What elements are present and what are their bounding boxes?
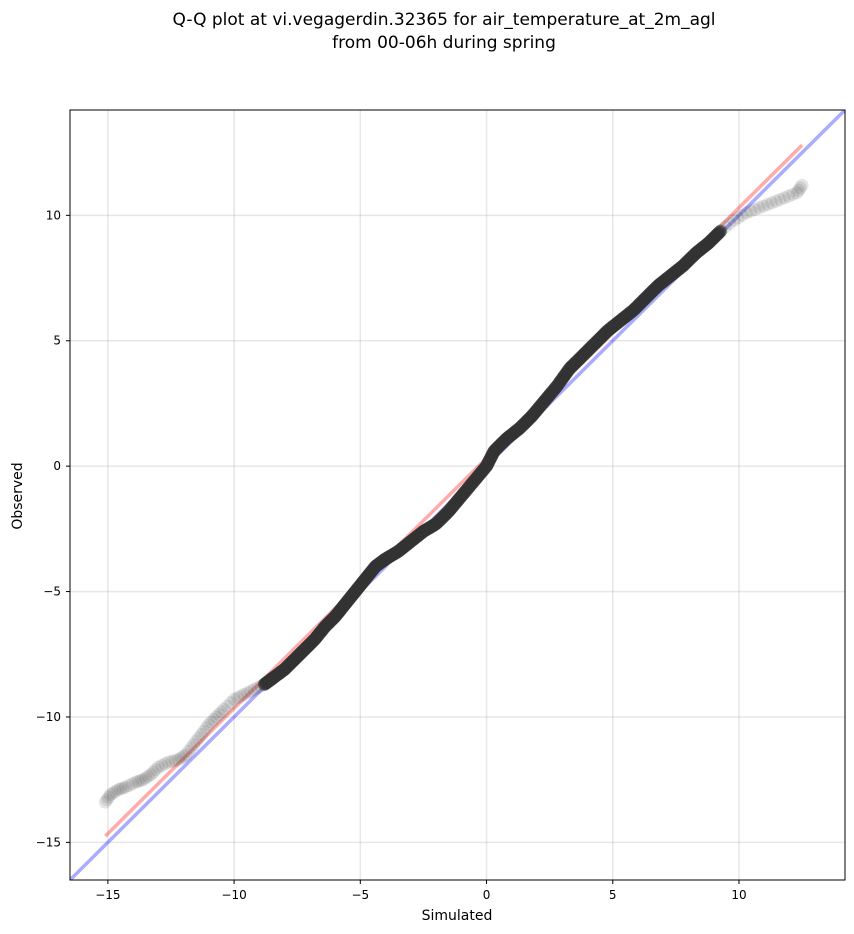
quantile-point xyxy=(204,715,218,729)
quantile-point xyxy=(151,760,165,774)
quantile-point xyxy=(744,204,758,218)
quantile-point xyxy=(136,773,150,787)
quantile-point xyxy=(202,718,216,731)
quantile-point xyxy=(98,795,112,809)
quantile-point xyxy=(155,759,169,772)
quantile-point xyxy=(197,724,211,738)
quantile-point xyxy=(773,193,787,206)
quantile-point xyxy=(231,691,244,705)
quantile-point xyxy=(103,788,117,802)
quantile-point xyxy=(111,783,125,797)
quantile-point xyxy=(119,780,132,794)
quantile-point xyxy=(782,189,796,203)
quantile-point xyxy=(756,199,770,213)
y-tick-label: −15 xyxy=(36,835,61,849)
quantile-point xyxy=(786,187,800,201)
quantile-point xyxy=(212,708,226,721)
quantile-point xyxy=(102,790,116,804)
quantile-point xyxy=(134,774,148,787)
quantile-point xyxy=(769,194,783,208)
quantile-point xyxy=(122,779,136,792)
quantile-point xyxy=(209,710,223,724)
quantile-point xyxy=(795,178,809,192)
quantile-point xyxy=(168,753,182,767)
quantile-point xyxy=(777,191,791,205)
y-tick-label: 5 xyxy=(53,334,61,348)
x-tick-label: 0 xyxy=(483,888,491,902)
quantile-point xyxy=(727,213,741,227)
quantile-point xyxy=(139,771,153,785)
quantile-point xyxy=(177,749,191,763)
quantile-point xyxy=(731,211,745,225)
quantile-point xyxy=(192,731,206,745)
quantile-point xyxy=(172,753,186,767)
axis-ticks: −15 −10 −5 0 5 10 −15 −10 −5 0 5 10 xyxy=(36,208,747,902)
quantile-point xyxy=(793,181,807,195)
y-tick-label: −5 xyxy=(43,585,61,599)
quantile-point xyxy=(220,699,234,713)
quantile-point xyxy=(141,769,155,783)
quantile-point xyxy=(146,765,160,779)
quantile-point xyxy=(224,696,238,710)
quantile-point xyxy=(125,777,139,791)
quantile-point xyxy=(114,782,127,796)
plot-area-frame xyxy=(69,109,846,881)
quantile-point xyxy=(158,757,172,771)
quantile-point xyxy=(241,686,255,700)
quantile-point xyxy=(108,784,122,798)
x-tick-label: 10 xyxy=(731,888,746,902)
gridlines xyxy=(70,110,845,880)
quantile-point xyxy=(184,741,198,755)
quantile-point xyxy=(165,754,179,768)
x-tick-label: 5 xyxy=(609,888,617,902)
quantile-point xyxy=(765,196,779,210)
y-tick-label: 10 xyxy=(46,208,61,222)
quantile-point xyxy=(234,689,248,703)
quantile-point xyxy=(719,220,732,234)
quantile-point xyxy=(723,217,737,231)
x-tick-label: −15 xyxy=(95,888,120,902)
quantile-point xyxy=(179,748,193,762)
quantile-point xyxy=(174,751,188,765)
quantile-point xyxy=(752,201,766,215)
quantile-point xyxy=(106,786,120,800)
quantile-point xyxy=(199,721,213,735)
quantile-point xyxy=(792,183,806,197)
quantile-point xyxy=(244,684,258,698)
quantile-point xyxy=(187,738,201,752)
quantile-point xyxy=(215,705,228,719)
quantile-point xyxy=(714,223,728,237)
quantile-point xyxy=(237,687,251,701)
quantile-point xyxy=(100,793,114,807)
chart-title-line1: Q-Q plot at vi.vegagerdin.32365 for air_… xyxy=(172,10,715,30)
quantile-point xyxy=(790,186,804,200)
quantile-point xyxy=(740,206,753,220)
quantile-point xyxy=(194,728,208,741)
quantile-point xyxy=(713,224,727,238)
quantile-point xyxy=(761,198,775,211)
y-axis-label: Observed xyxy=(10,462,26,529)
quantile-point xyxy=(162,755,175,769)
quantile-point xyxy=(748,203,762,216)
y-tick-label: 0 xyxy=(53,459,61,473)
y-tick-label: −10 xyxy=(36,710,61,724)
x-tick-label: −5 xyxy=(351,888,369,902)
x-tick-label: −10 xyxy=(221,888,246,902)
series-layer xyxy=(70,110,845,880)
quantile-point xyxy=(207,713,221,726)
quantile-point xyxy=(182,744,196,758)
quantile-point xyxy=(144,768,158,782)
chart-title-line2: from 00-06h during spring xyxy=(332,33,556,53)
quantile-point xyxy=(247,682,261,696)
quantile-point xyxy=(116,781,130,795)
x-axis-label: Simulated xyxy=(422,908,493,924)
quantile-point xyxy=(131,774,145,788)
quantile-point xyxy=(217,702,231,716)
quantile-point xyxy=(189,734,203,748)
quantile-point xyxy=(735,208,749,222)
quantile-point xyxy=(227,692,241,706)
quantile-point xyxy=(129,775,143,789)
quantile-point xyxy=(149,763,163,777)
